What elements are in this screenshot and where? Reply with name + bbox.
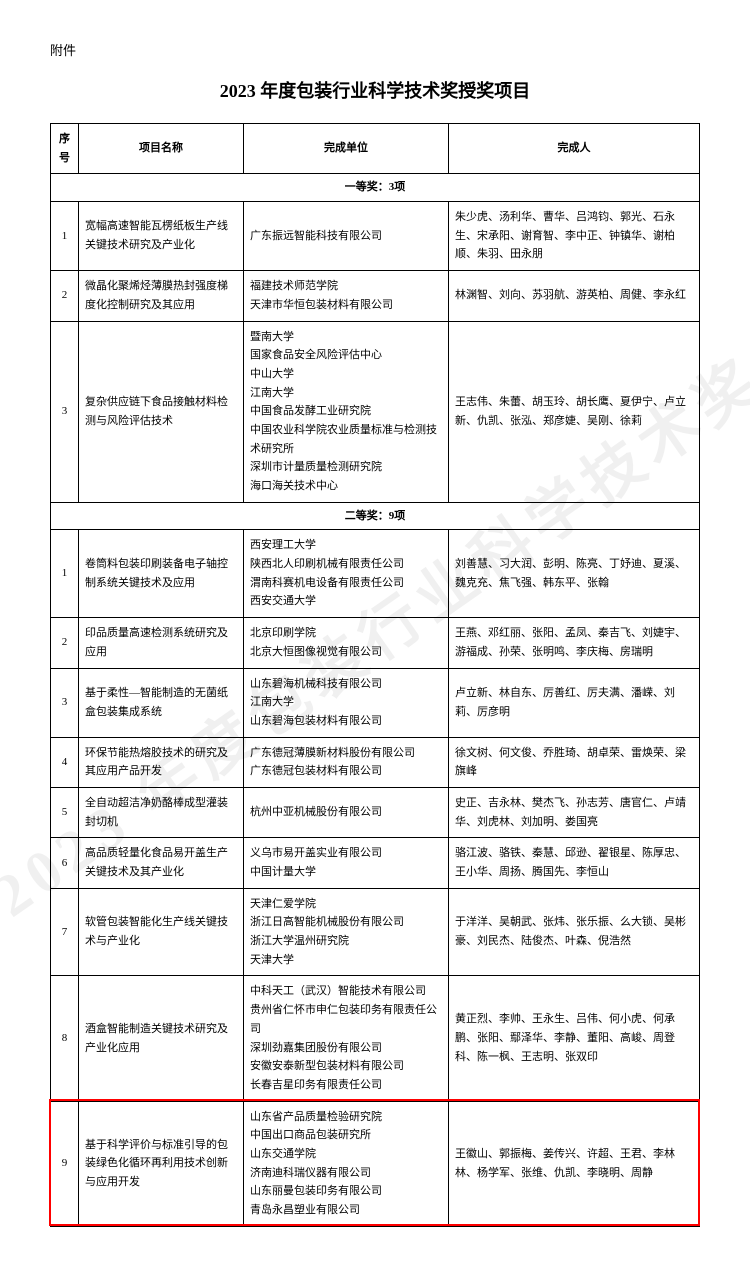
completion-units: 天津仁爱学院浙江日高智能机械股份有限公司浙江大学温州研究院天津大学 xyxy=(244,888,449,976)
project-name: 高品质轻量化食品易开盖生产关键技术及其产业化 xyxy=(79,838,244,888)
completion-units: 广东德冠薄膜新材料股份有限公司广东德冠包装材料有限公司 xyxy=(244,737,449,787)
section-label: 二等奖：9项 xyxy=(51,502,700,530)
page-title: 2023 年度包装行业科学技术奖授奖项目 xyxy=(50,77,700,103)
row-index: 2 xyxy=(51,618,79,668)
project-name: 宽幅高速智能瓦楞纸板生产线关键技术研究及产业化 xyxy=(79,202,244,271)
completion-people: 朱少虎、汤利华、曹华、吕鸿钧、郭光、石永生、宋承阳、谢育智、李中正、钟镇华、谢柏… xyxy=(449,202,700,271)
completion-people: 林渊智、刘向、苏羽航、游英柏、周健、李永红 xyxy=(449,271,700,321)
table-row: 1卷筒料包装印刷装备电子轴控制系统关键技术及应用西安理工大学陕西北人印刷机械有限… xyxy=(51,530,700,618)
completion-units: 山东碧海机械科技有限公司江南大学山东碧海包装材料有限公司 xyxy=(244,668,449,737)
row-index: 6 xyxy=(51,838,79,888)
completion-units: 杭州中亚机械股份有限公司 xyxy=(244,787,449,837)
completion-units: 义乌市易开盖实业有限公司中国计量大学 xyxy=(244,838,449,888)
row-index: 1 xyxy=(51,530,79,618)
table-row: 3复杂供应链下食品接触材料检测与风险评估技术暨南大学国家食品安全风险评估中心中山… xyxy=(51,321,700,502)
completion-people: 黄正烈、李帅、王永生、吕伟、何小虎、何承鹏、张阳、鄢泽华、李静、董阳、高峻、周登… xyxy=(449,976,700,1101)
header-name: 项目名称 xyxy=(79,124,244,174)
table-row: 2微晶化聚烯烃薄膜热封强度梯度化控制研究及其应用福建技术师范学院天津市华恒包装材… xyxy=(51,271,700,321)
completion-people: 于洋洋、吴朝武、张炜、张乐振、么大锁、吴彬豪、刘民杰、陆俊杰、叶森、倪浩然 xyxy=(449,888,700,976)
project-name: 基于柔性—智能制造的无菌纸盒包装集成系统 xyxy=(79,668,244,737)
table-row: 3基于柔性—智能制造的无菌纸盒包装集成系统山东碧海机械科技有限公司江南大学山东碧… xyxy=(51,668,700,737)
row-index: 1 xyxy=(51,202,79,271)
completion-people: 卢立新、林自东、厉善红、厉夫满、潘嵘、刘莉、厉彦明 xyxy=(449,668,700,737)
table-row: 1宽幅高速智能瓦楞纸板生产线关键技术研究及产业化广东振远智能科技有限公司朱少虎、… xyxy=(51,202,700,271)
completion-people: 王志伟、朱蕾、胡玉玲、胡长鹰、夏伊宁、卢立新、仇凯、张泓、郑彦婕、吴刚、徐莉 xyxy=(449,321,700,502)
completion-people: 骆江波、骆铁、秦慧、邱逊、翟银星、陈厚忠、王小华、周扬、腾国先、李恒山 xyxy=(449,838,700,888)
project-name: 环保节能热熔胶技术的研究及其应用产品开发 xyxy=(79,737,244,787)
row-index: 3 xyxy=(51,668,79,737)
project-name: 复杂供应链下食品接触材料检测与风险评估技术 xyxy=(79,321,244,502)
table-row: 8酒盒智能制造关键技术研究及产业化应用中科天工（武汉）智能技术有限公司贵州省仁怀… xyxy=(51,976,700,1101)
completion-people: 刘善慧、习大润、彭明、陈亮、丁妤迪、夏溪、魏克充、焦飞强、韩东平、张翰 xyxy=(449,530,700,618)
completion-units: 广东振远智能科技有限公司 xyxy=(244,202,449,271)
row-index: 2 xyxy=(51,271,79,321)
completion-units: 暨南大学国家食品安全风险评估中心中山大学江南大学中国食品发酵工业研究院中国农业科… xyxy=(244,321,449,502)
project-name: 卷筒料包装印刷装备电子轴控制系统关键技术及应用 xyxy=(79,530,244,618)
project-name: 全自动超洁净奶酪棒成型灌装封切机 xyxy=(79,787,244,837)
completion-units: 中科天工（武汉）智能技术有限公司贵州省仁怀市申仁包装印务有限责任公司深圳劲嘉集团… xyxy=(244,976,449,1101)
completion-people: 徐文树、何文俊、乔胜琦、胡卓荣、雷焕荣、梁旗峰 xyxy=(449,737,700,787)
table-row: 6高品质轻量化食品易开盖生产关键技术及其产业化义乌市易开盖实业有限公司中国计量大… xyxy=(51,838,700,888)
header-people: 完成人 xyxy=(449,124,700,174)
project-name: 酒盒智能制造关键技术研究及产业化应用 xyxy=(79,976,244,1101)
row-index: 4 xyxy=(51,737,79,787)
attachment-label: 附件 xyxy=(50,40,700,59)
table-row: 4环保节能热熔胶技术的研究及其应用产品开发广东德冠薄膜新材料股份有限公司广东德冠… xyxy=(51,737,700,787)
table-row: 7软管包装智能化生产线关键技术与产业化天津仁爱学院浙江日高智能机械股份有限公司浙… xyxy=(51,888,700,976)
row-index: 7 xyxy=(51,888,79,976)
awards-table: 序号 项目名称 完成单位 完成人 一等奖：3项1宽幅高速智能瓦楞纸板生产线关键技… xyxy=(50,123,700,1227)
section-label: 一等奖：3项 xyxy=(51,174,700,202)
row-index: 3 xyxy=(51,321,79,502)
table-row: 5全自动超洁净奶酪棒成型灌装封切机杭州中亚机械股份有限公司史正、吉永林、樊杰飞、… xyxy=(51,787,700,837)
completion-units: 西安理工大学陕西北人印刷机械有限责任公司渭南科赛机电设备有限责任公司西安交通大学 xyxy=(244,530,449,618)
completion-people: 王燕、邓红丽、张阳、孟凤、秦吉飞、刘婕宇、游福成、孙荣、张明鸣、李庆梅、房瑞明 xyxy=(449,618,700,668)
completion-units: 北京印刷学院北京大恒图像视觉有限公司 xyxy=(244,618,449,668)
row-index: 5 xyxy=(51,787,79,837)
header-idx: 序号 xyxy=(51,124,79,174)
project-name: 软管包装智能化生产线关键技术与产业化 xyxy=(79,888,244,976)
completion-people: 史正、吉永林、樊杰飞、孙志芳、唐官仁、卢靖华、刘虎林、刘加明、娄国亮 xyxy=(449,787,700,837)
project-name: 微晶化聚烯烃薄膜热封强度梯度化控制研究及其应用 xyxy=(79,271,244,321)
table-row: 2印品质量高速检测系统研究及应用北京印刷学院北京大恒图像视觉有限公司王燕、邓红丽… xyxy=(51,618,700,668)
row-index: 8 xyxy=(51,976,79,1101)
header-unit: 完成单位 xyxy=(244,124,449,174)
project-name: 印品质量高速检测系统研究及应用 xyxy=(79,618,244,668)
completion-units: 福建技术师范学院天津市华恒包装材料有限公司 xyxy=(244,271,449,321)
